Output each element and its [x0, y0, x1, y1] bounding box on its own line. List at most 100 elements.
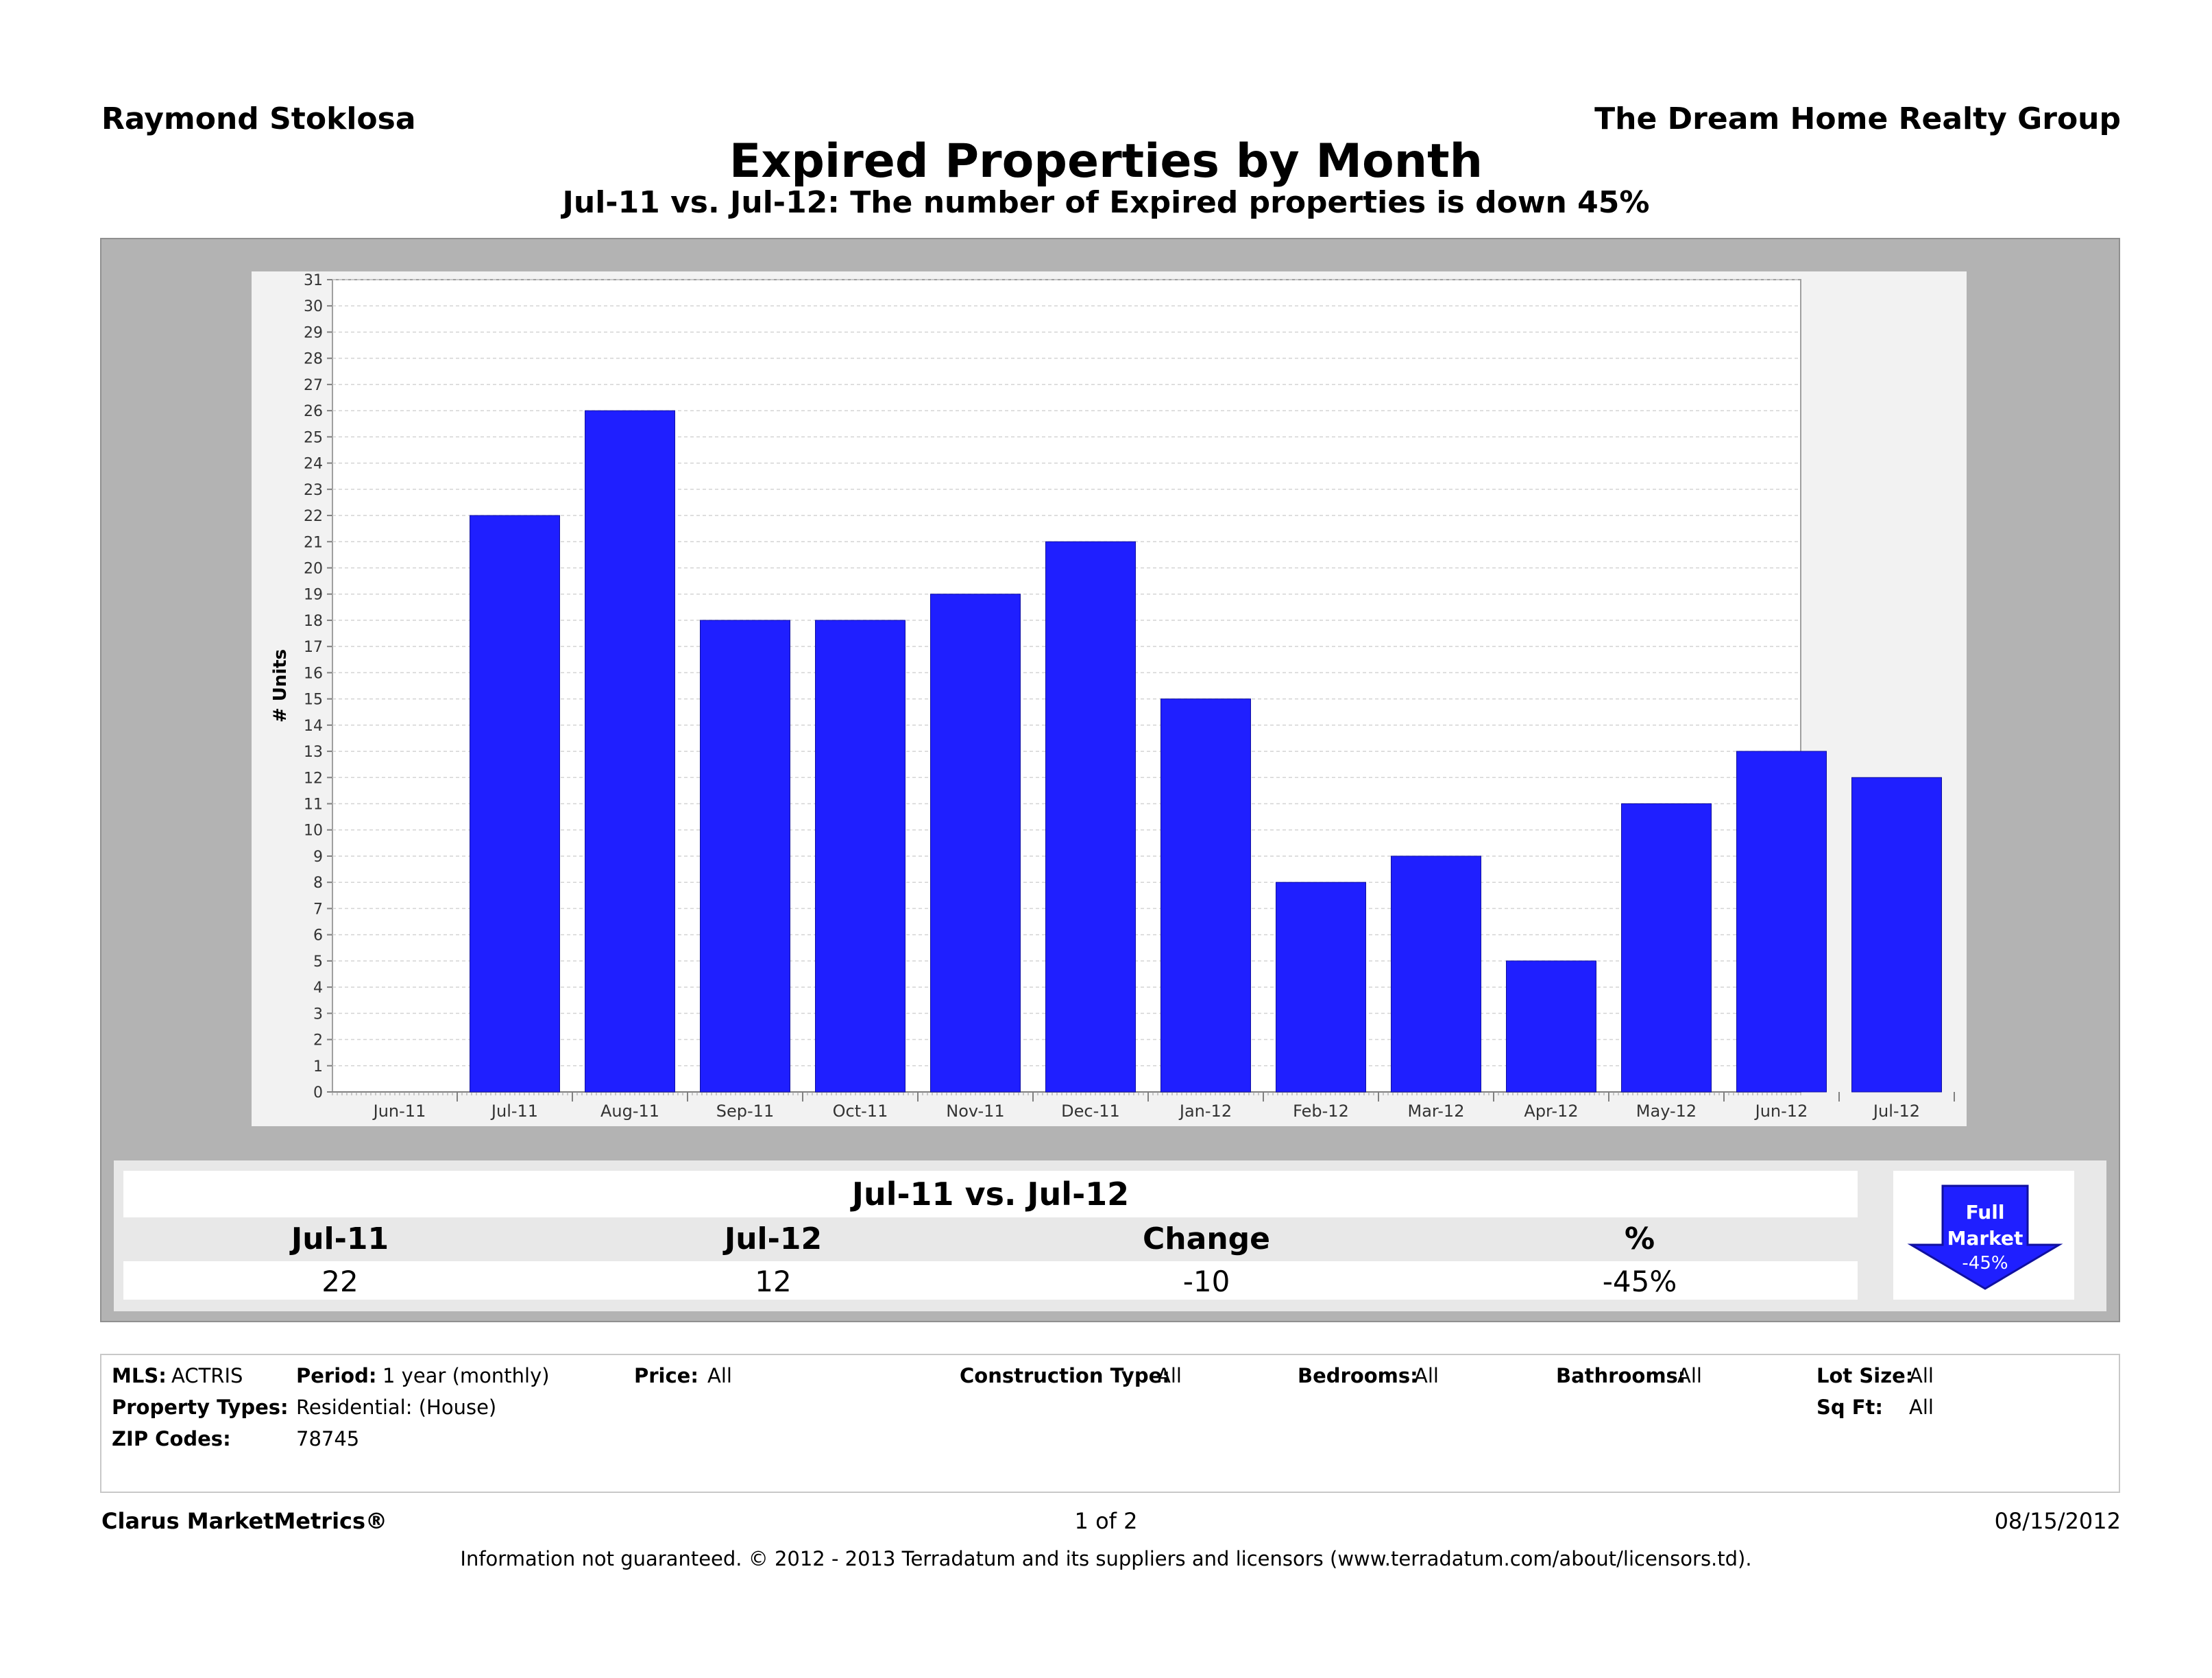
y-tick-label: 21 [304, 534, 323, 551]
period-label: Period: [296, 1364, 377, 1387]
y-tick-label: 29 [304, 324, 323, 341]
y-tick-label: 17 [304, 639, 323, 656]
bathrooms-label: Bathrooms: [1556, 1364, 1686, 1387]
bar [1736, 751, 1827, 1093]
x-tick-label: Nov-11 [946, 1102, 1004, 1121]
y-tick-label: 13 [304, 744, 323, 761]
y-tick-label: 5 [313, 953, 323, 971]
bar [930, 594, 1021, 1093]
y-tick-label: 12 [304, 770, 323, 787]
x-tick-label: Jun-11 [372, 1102, 426, 1121]
x-tick-label: Jul-11 [490, 1102, 538, 1121]
disclaimer: Information not guaranteed. © 2012 - 201… [460, 1547, 1752, 1570]
comparison-value-jul11: 22 [321, 1265, 358, 1298]
comparison-label-jul12: Jul-12 [724, 1221, 823, 1256]
y-tick-label: 22 [304, 508, 323, 525]
y-axis-label: # Units [270, 649, 291, 722]
y-tick-label: 28 [304, 351, 323, 368]
sqft-value: All [1909, 1396, 1934, 1419]
x-tick-label: Mar-12 [1408, 1102, 1465, 1121]
badge-line3: -45% [1962, 1253, 2008, 1274]
report-title: Expired Properties by Month [729, 134, 1483, 189]
y-tick-label: 0 [313, 1084, 323, 1102]
bar [1621, 803, 1712, 1093]
x-tick-label: Feb-12 [1293, 1102, 1349, 1121]
bar [1851, 777, 1942, 1093]
y-tick-label: 11 [304, 797, 323, 814]
y-tick-label: 7 [313, 901, 323, 918]
x-tick-label: Jul-12 [1872, 1102, 1920, 1121]
y-tick-label: 31 [304, 272, 323, 289]
y-tick-label: 15 [304, 692, 323, 709]
filter-info-box [100, 1354, 2120, 1493]
comparison-values-row [123, 1261, 1858, 1300]
zip-codes-label: ZIP Codes: [112, 1427, 231, 1450]
zip-codes-value: 78745 [296, 1427, 360, 1450]
bathrooms-value: All [1677, 1364, 1702, 1387]
x-tick-label: Jan-12 [1178, 1102, 1232, 1121]
period-value: 1 year (monthly) [382, 1364, 550, 1387]
comparison-value-jul12: 12 [755, 1265, 792, 1298]
mls-label: MLS: [112, 1364, 167, 1387]
bar [1391, 855, 1481, 1093]
y-tick-label: 3 [313, 1006, 323, 1023]
company-name: The Dream Home Realty Group [1594, 101, 2121, 136]
report-subtitle: Jul-11 vs. Jul-12: The number of Expired… [562, 185, 1650, 220]
page-number: 1 of 2 [1074, 1508, 1138, 1534]
y-tick-label: 18 [304, 613, 323, 630]
x-tick-label: Oct-11 [833, 1102, 888, 1121]
bar [1160, 698, 1251, 1093]
bar [815, 620, 906, 1093]
y-tick-label: 14 [304, 718, 323, 735]
comparison-value-change: -10 [1182, 1265, 1230, 1298]
property-types-value: Residential: (House) [296, 1396, 497, 1419]
y-tick-label: 30 [304, 298, 323, 315]
y-tick-label: 16 [304, 665, 323, 682]
bar [1506, 960, 1596, 1093]
y-tick-label: 1 [313, 1058, 323, 1075]
y-tick-label: 24 [304, 456, 323, 473]
brand-name: Clarus MarketMetrics® [101, 1508, 388, 1534]
price-label: Price: [634, 1364, 698, 1387]
y-tick-label: 20 [304, 560, 323, 577]
agent-name: Raymond Stoklosa [101, 101, 416, 136]
y-tick-label: 6 [313, 927, 323, 945]
mls-value: ACTRIS [171, 1364, 243, 1387]
y-tick-label: 26 [304, 403, 323, 420]
lot-size-label: Lot Size: [1816, 1364, 1914, 1387]
y-tick-label: 27 [304, 377, 323, 394]
bar [1045, 541, 1136, 1093]
price-value: All [707, 1364, 732, 1387]
y-tick-label: 23 [304, 482, 323, 499]
x-tick-label: Aug-11 [600, 1102, 659, 1121]
bar [1276, 881, 1366, 1093]
y-tick-label: 4 [313, 980, 323, 997]
y-tick-label: 25 [304, 429, 323, 446]
comparison-label-jul11: Jul-11 [291, 1221, 389, 1256]
comparison-value-percent: -45% [1602, 1265, 1677, 1298]
y-tick-label: 9 [313, 849, 323, 866]
bar-chart: 0123456789101112131415161718192021222324… [270, 272, 1955, 1121]
x-tick-label: Jun-12 [1754, 1102, 1808, 1121]
construction-type-value: All [1157, 1364, 1182, 1387]
comparison-heading: Jul-11 vs. Jul-12 [123, 1171, 1858, 1217]
x-tick-label: May-12 [1636, 1102, 1697, 1121]
comparison-label-percent: % [1624, 1221, 1655, 1256]
y-tick-label: 10 [304, 823, 323, 840]
bar [470, 515, 560, 1093]
x-tick-label: Sep-11 [716, 1102, 774, 1121]
badge-line2: Market [1947, 1227, 2023, 1250]
full-market-arrow-icon: Full Market -45% [1907, 1184, 2063, 1290]
y-tick-label: 2 [313, 1032, 323, 1049]
badge-line1: Full [1966, 1201, 2005, 1224]
x-tick-label: Dec-11 [1061, 1102, 1120, 1121]
lot-size-value: All [1909, 1364, 1934, 1387]
y-tick-label: 8 [313, 875, 323, 892]
x-tick-label: Apr-12 [1524, 1102, 1578, 1121]
construction-type-label: Construction Type: [960, 1364, 1170, 1387]
y-tick-label: 19 [304, 587, 323, 604]
bar [700, 620, 790, 1093]
bar [585, 410, 675, 1093]
sqft-label: Sq Ft: [1816, 1396, 1884, 1419]
report-date: 08/15/2012 [1994, 1508, 2121, 1534]
